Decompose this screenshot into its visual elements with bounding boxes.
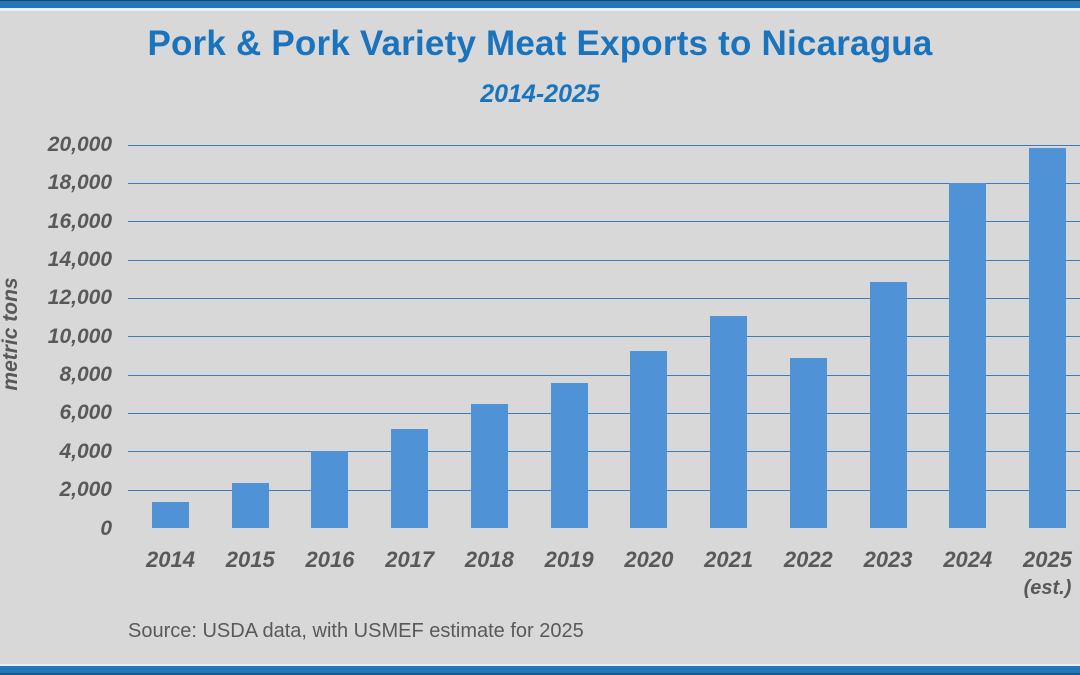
gridline (128, 297, 1080, 299)
bar-2017 (391, 428, 429, 529)
bar-2024 (949, 183, 987, 529)
bar-2023 (869, 282, 907, 529)
y-tick-label: 18,000 (47, 171, 112, 195)
y-tick-label: 6,000 (59, 401, 112, 425)
gridline (128, 489, 1080, 491)
x-tick-label: 2023 (863, 547, 913, 572)
gridline (128, 336, 1080, 338)
y-tick-label: 10,000 (47, 324, 112, 348)
x-tick-label: 2018 (464, 547, 514, 572)
y-tick-label: 14,000 (47, 248, 112, 272)
x-tick-label: 2017 (385, 547, 435, 572)
y-tick-label: 16,000 (47, 209, 112, 233)
bar-2022 (789, 357, 827, 529)
chart-title: Pork & Pork Variety Meat Exports to Nica… (147, 24, 933, 63)
bar-2019 (550, 382, 588, 529)
y-tick-label: 20,000 (47, 133, 112, 156)
y-tick-label: 12,000 (47, 286, 112, 310)
x-tick-label: 2020 (624, 547, 674, 572)
gridline (128, 451, 1080, 453)
y-tick-label: 8,000 (59, 363, 112, 387)
x-tick-label: 2022 (783, 547, 833, 572)
gridline (128, 374, 1080, 376)
bar-2025 (1029, 147, 1067, 529)
x-tick-label: 2014 (146, 547, 195, 572)
gridline (128, 144, 1080, 146)
x-tick-label: 2015 (225, 547, 275, 572)
y-tick-label: 4,000 (59, 439, 112, 463)
x-tick-label: 2019 (544, 547, 594, 572)
bar-2020 (630, 351, 668, 529)
x-tick-label: 2025 (1023, 547, 1072, 572)
bottom-accent-bar (0, 664, 1080, 675)
chart-subtitle: 2014-2025 (480, 80, 600, 108)
gridline (128, 259, 1080, 261)
top-accent-bar (0, 0, 1080, 11)
gridline (128, 182, 1080, 184)
bar-2018 (470, 403, 508, 529)
bar-2016 (311, 450, 349, 529)
gridline (128, 412, 1080, 414)
gridline (128, 221, 1080, 223)
bar-2014 (152, 501, 189, 529)
y-tick-label: 0 (100, 516, 112, 540)
x-tick-label: 2021 (704, 547, 754, 572)
bar-2021 (710, 315, 748, 529)
bar-2015 (231, 483, 269, 529)
source-note: Source: USDA data, with USMEF estimate f… (128, 620, 584, 642)
y-tick-label: 2,000 (59, 478, 112, 502)
x-tick-sublabel: (est.) (1023, 577, 1072, 599)
x-tick-label: 2016 (305, 547, 355, 572)
x-tick-label: 2024 (943, 547, 993, 572)
